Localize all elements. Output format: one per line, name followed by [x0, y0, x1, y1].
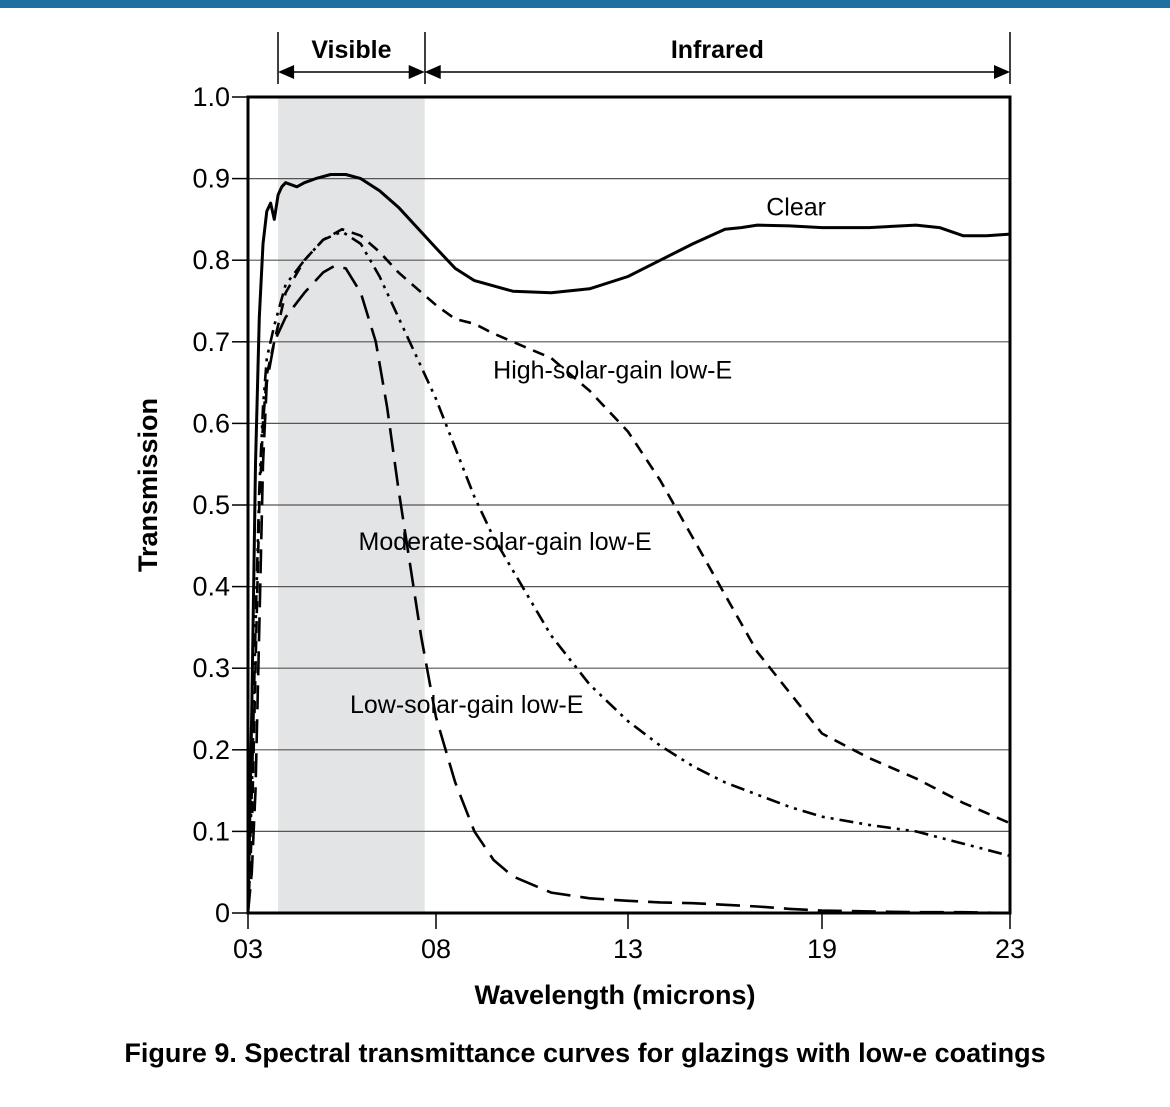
series-line [246, 264, 1011, 915]
y-tick-label: 1.0 [192, 82, 230, 112]
series-annotation: Low-solar-gain low-E [350, 691, 583, 719]
series-annotation: Moderate-solar-gain low-E [359, 528, 652, 556]
axes-layer: 0 0.1 0.2 0.3 0.4 0.5 0.6 0.7 0.8 0.9 1.0 03 08 13 19 2… [192, 82, 1025, 964]
region-label: Infrared [671, 36, 764, 64]
y-tick-label: 0.1 [192, 816, 230, 846]
y-tick-label: 0.9 [192, 164, 230, 194]
y-tick-label: 0.2 [192, 735, 230, 765]
region-arrowhead-right [994, 65, 1010, 79]
figure-caption: Figure 9. Spectral transmittance curves … [124, 1038, 1046, 1068]
y-axis-label: Transmission [133, 398, 163, 572]
x-tick-label: 08 [421, 934, 451, 964]
series-annotation: High-solar-gain low-E [493, 357, 732, 385]
series-line [246, 173, 1011, 914]
series-line [246, 230, 1011, 914]
chart-figure: 0 0.1 0.2 0.3 0.4 0.5 0.6 0.7 0.8 0.9 1.0 03 08 13 19 2… [133, 32, 1025, 1010]
region-arrowhead-right [408, 65, 425, 79]
x-tick-label: 23 [995, 934, 1025, 964]
series-annotation: Clear [766, 193, 826, 221]
x-tick-label: 19 [807, 934, 837, 964]
y-tick-label: 0 [215, 898, 230, 928]
x-tick-label: 13 [613, 934, 643, 964]
labels-layer: Visible Infrared Clear High-solar-gain low-… [277, 32, 1011, 719]
series-layer [246, 173, 1011, 915]
y-tick-label: 0.8 [192, 245, 230, 275]
top-accent-bar [0, 0, 1170, 8]
y-tick-label: 0.7 [192, 327, 230, 357]
x-tick-label: 03 [233, 934, 263, 964]
region-arrowhead-left [278, 65, 295, 79]
y-tick-label: 0.5 [192, 490, 230, 520]
region-label: Visible [311, 36, 391, 64]
y-tick-label: 0.6 [192, 408, 230, 438]
x-axis-label: Wavelength (microns) [474, 980, 755, 1010]
y-tick-label: 0.3 [192, 653, 230, 683]
grid-layer [248, 178, 1010, 833]
y-tick-label: 0.4 [192, 572, 230, 602]
region-arrowhead-left [424, 65, 441, 79]
